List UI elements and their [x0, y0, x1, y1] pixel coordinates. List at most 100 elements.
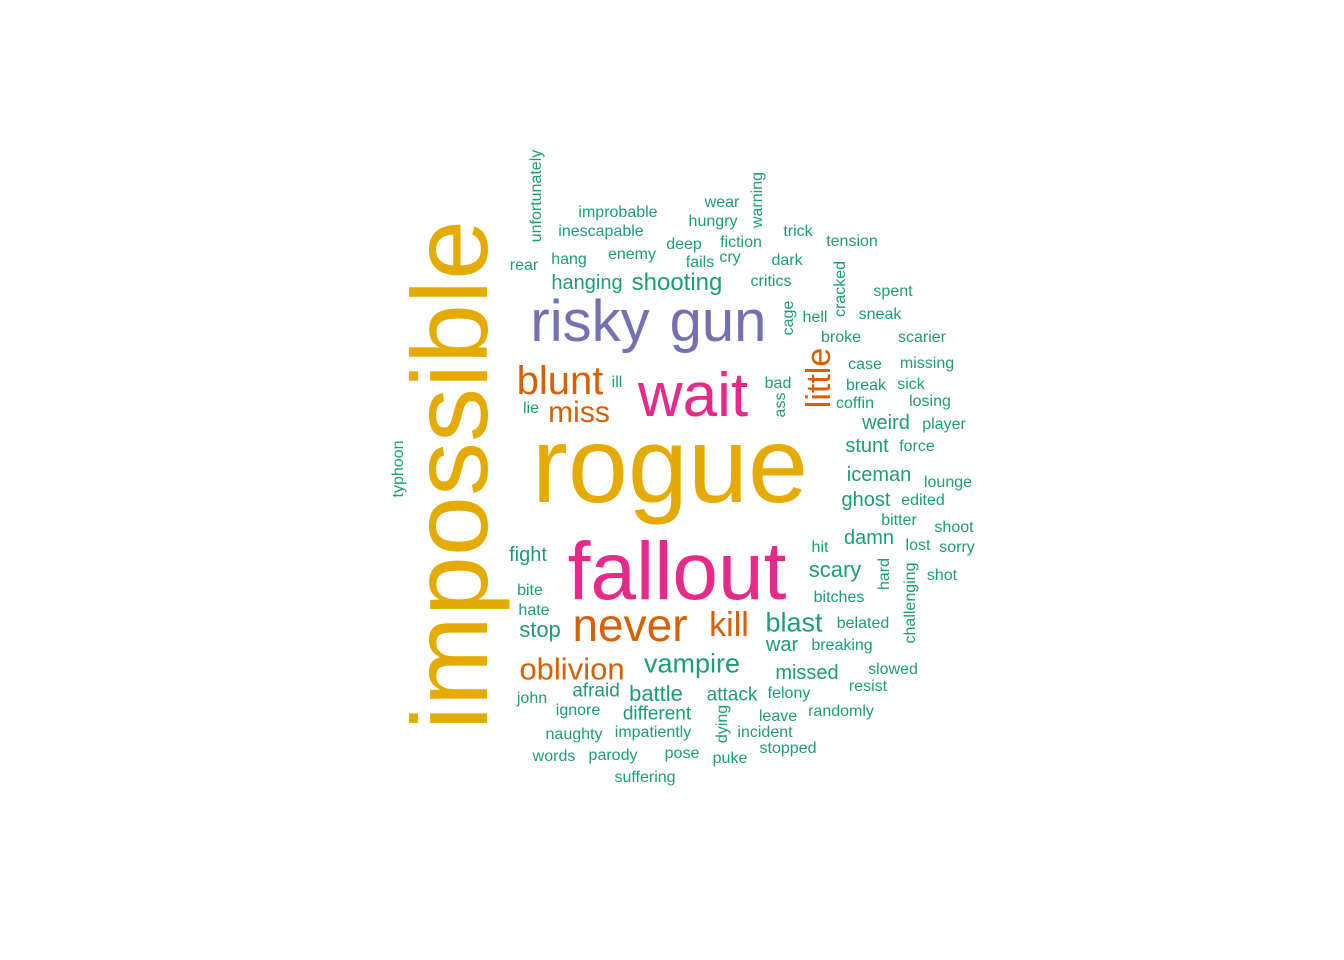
- word-missed: missed: [775, 662, 839, 684]
- word-never: never: [572, 599, 688, 651]
- word-damn: damn: [843, 527, 895, 549]
- word-lost: lost: [905, 537, 931, 554]
- word-shot: shot: [926, 567, 958, 584]
- word-spent: spent: [873, 283, 913, 300]
- word-hit: hit: [811, 539, 829, 556]
- word-slowed: slowed: [868, 661, 918, 678]
- word-unfortunately: unfortunately: [528, 149, 545, 243]
- word-hell: hell: [802, 309, 828, 326]
- word-blunt: blunt: [516, 359, 604, 403]
- word-force: force: [899, 438, 935, 455]
- word-hate: hate: [518, 602, 550, 619]
- word-fiction: fiction: [720, 234, 762, 251]
- word-hanging: hanging: [551, 272, 623, 294]
- word-rogue: rogue: [531, 404, 809, 525]
- word-battle: battle: [629, 681, 683, 706]
- word-puke: puke: [712, 750, 748, 767]
- word-scarier: scarier: [897, 329, 947, 346]
- word-gun: gun: [669, 289, 767, 354]
- word-lie: lie: [522, 400, 540, 417]
- word-hard: hard: [876, 557, 893, 591]
- word-ill: ill: [611, 374, 623, 391]
- word-enemy: enemy: [607, 246, 657, 263]
- word-fight: fight: [509, 544, 547, 566]
- word-cracked: cracked: [832, 260, 849, 318]
- word-missing: missing: [899, 355, 955, 372]
- word-cry: cry: [719, 249, 741, 266]
- word-sorry: sorry: [939, 539, 975, 556]
- word-stopped: stopped: [759, 740, 817, 757]
- word-different: different: [622, 703, 692, 725]
- word-risky: risky: [530, 289, 650, 354]
- word-challenging: challenging: [902, 562, 919, 644]
- word-shooting: shooting: [631, 269, 723, 296]
- word-scary: scary: [808, 557, 862, 582]
- word-player: player: [922, 416, 966, 433]
- word-john: john: [516, 690, 548, 707]
- word-lounge: lounge: [923, 474, 973, 491]
- word-words: words: [532, 748, 576, 765]
- word-stunt: stunt: [845, 435, 889, 457]
- word-sick: sick: [897, 376, 925, 393]
- word-wait: wait: [637, 361, 749, 430]
- word-rear: rear: [509, 257, 539, 274]
- word-bitches: bitches: [813, 589, 865, 606]
- word-randomly: randomly: [808, 703, 874, 720]
- word-iceman: iceman: [846, 464, 912, 486]
- word-fails: fails: [685, 254, 715, 271]
- word-ass: ass: [772, 392, 789, 418]
- word-ignore: ignore: [555, 702, 601, 719]
- word-hang: hang: [551, 251, 587, 268]
- word-improbable: improbable: [578, 204, 658, 221]
- word-afraid: afraid: [572, 680, 620, 702]
- word-kill: kill: [709, 606, 749, 644]
- word-bite: bite: [517, 582, 543, 599]
- word-suffering: suffering: [614, 769, 676, 786]
- word-resist: resist: [848, 678, 888, 695]
- word-break: break: [845, 377, 887, 394]
- word-losing: losing: [909, 393, 951, 410]
- word-broke: broke: [820, 329, 862, 346]
- word-typhoon: typhoon: [390, 440, 407, 498]
- word-belated: belated: [836, 615, 890, 632]
- word-cage: cage: [780, 300, 797, 336]
- word-breaking: breaking: [811, 637, 873, 654]
- word-weird: weird: [862, 412, 910, 434]
- word-blast: blast: [765, 607, 823, 638]
- word-warning: warning: [749, 171, 766, 229]
- word-little: little: [800, 347, 838, 409]
- word-miss: miss: [548, 396, 610, 429]
- word-fallout: fallout: [567, 526, 787, 617]
- word-coffin: coffin: [836, 395, 874, 412]
- word-impatiently: impatiently: [614, 724, 692, 741]
- word-case: case: [848, 356, 882, 373]
- word-felony: felony: [767, 685, 811, 702]
- word-leave: leave: [758, 708, 798, 725]
- word-stop: stop: [519, 617, 561, 642]
- word-critics: critics: [750, 273, 792, 290]
- word-naughty: naughty: [545, 726, 603, 743]
- word-war: war: [765, 634, 799, 656]
- word-ghost: ghost: [841, 489, 891, 511]
- word-hungry: hungry: [688, 213, 738, 230]
- word-oblivion: oblivion: [519, 651, 625, 687]
- word-impossible: impossible: [389, 219, 510, 731]
- word-parody: parody: [588, 747, 638, 764]
- word-deep: deep: [666, 236, 702, 253]
- word-tension: tension: [826, 233, 878, 250]
- word-vampire: vampire: [643, 648, 741, 679]
- word-inescapable: inescapable: [558, 223, 644, 240]
- word-shoot: shoot: [934, 519, 974, 536]
- word-trick: trick: [783, 223, 813, 240]
- word-incident: incident: [737, 724, 793, 741]
- word-sneak: sneak: [858, 306, 902, 323]
- word-bitter: bitter: [881, 512, 917, 529]
- word-pose: pose: [664, 745, 700, 762]
- word-edited: edited: [901, 492, 945, 509]
- word-attack: attack: [706, 684, 758, 706]
- word-dying: dying: [714, 704, 731, 744]
- word-wear: wear: [704, 194, 740, 211]
- word-bad: bad: [764, 375, 792, 392]
- word-dark: dark: [771, 252, 803, 269]
